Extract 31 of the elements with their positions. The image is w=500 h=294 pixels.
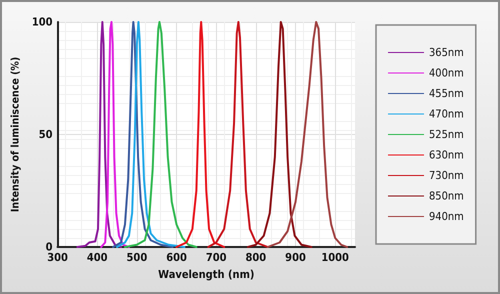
legend-label: 455nm: [429, 87, 464, 100]
line-series: [124, 21, 198, 248]
legend-label: 850nm: [429, 190, 464, 202]
x-tick-label: 500: [126, 251, 148, 264]
legend-label: 940nm: [429, 210, 464, 223]
legend-label: 470nm: [429, 108, 464, 120]
legend-label: 630nm: [429, 148, 464, 162]
line-series: [76, 21, 122, 248]
line-series: [207, 21, 269, 248]
x-tick-label: 1000: [321, 251, 350, 264]
line-series: [112, 21, 174, 248]
line-series: [100, 21, 130, 248]
legend-label: 730nm: [429, 169, 464, 182]
x-tick-label: 700: [206, 251, 227, 264]
y-tick-label: 0: [46, 240, 53, 254]
legend-label: 365nm: [429, 46, 464, 59]
line-series: [266, 21, 348, 248]
line-series: [116, 21, 186, 248]
x-tick-label: 300: [47, 251, 68, 264]
line-series: [246, 21, 312, 248]
y-tick-label: 100: [32, 16, 53, 28]
legend-label: 400nm: [429, 66, 464, 80]
y-axis-title: Intensity of luminiscence (%): [10, 56, 22, 212]
line-series: [176, 21, 226, 248]
y-tick-label: 50: [38, 128, 53, 141]
x-tick-label: 600: [166, 251, 187, 264]
x-tick-label: 800: [246, 251, 266, 264]
x-tick-label: 900: [285, 251, 306, 264]
x-axis-title: Wavelength (nm): [158, 268, 254, 281]
x-tick-label: 400: [86, 251, 108, 264]
legend-label: 525nm: [429, 128, 464, 141]
